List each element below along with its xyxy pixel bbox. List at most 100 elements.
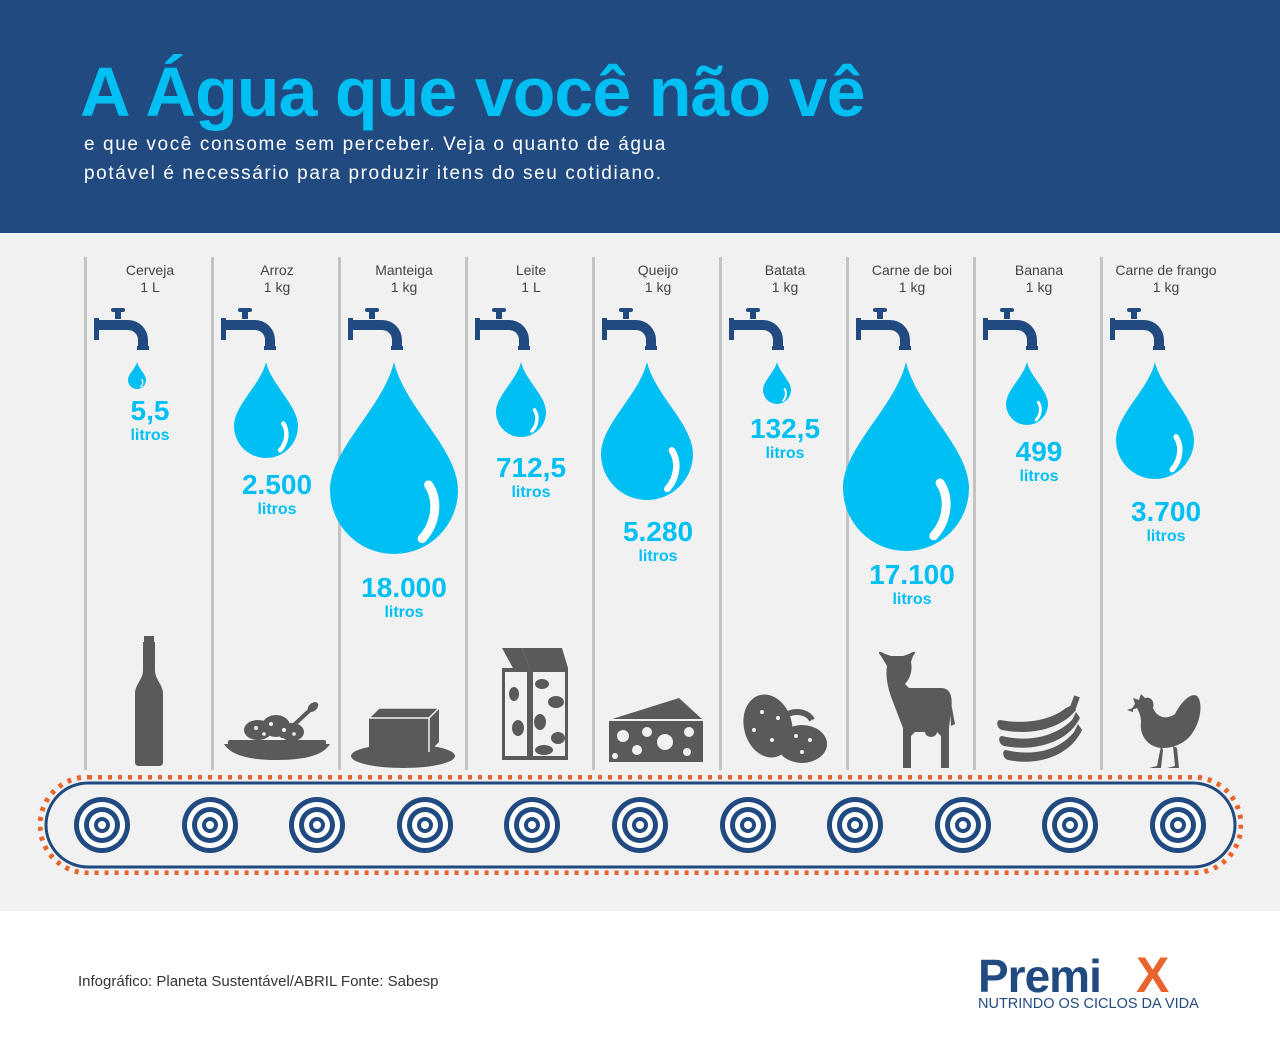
water-unit: litros	[1146, 528, 1186, 545]
item-column-cerveja: Cerveja 1 L 5,5 litros	[89, 262, 211, 772]
item-label: Banana 1 kg	[978, 262, 1100, 296]
item-quantity: 1 kg	[644, 279, 672, 295]
item-column-banana: Banana 1 kg 499 litros	[978, 262, 1100, 772]
water-drop-icon	[763, 362, 791, 404]
water-unit: litros	[130, 427, 170, 444]
conveyor-roller	[182, 797, 238, 853]
faucet-icon	[221, 308, 276, 350]
item-name: Batata	[764, 262, 806, 278]
water-amount: 3.700 litros	[1105, 497, 1227, 547]
source-credit: Infográfico: Planeta Sustentável/ABRIL F…	[78, 973, 439, 990]
item-label: Queijo 1 kg	[597, 262, 719, 296]
item-quantity: 1 L	[140, 279, 160, 295]
butter-icon	[351, 707, 455, 768]
water-value: 712,5	[495, 452, 567, 483]
subtitle-line-2: potável é necessário para produzir itens…	[84, 163, 663, 184]
page-title: A Água que você não vê	[80, 53, 866, 131]
item-name: Arroz	[260, 262, 294, 278]
item-column-queijo: Queijo 1 kg 5.280 litros	[597, 262, 719, 772]
water-value: 132,5	[749, 413, 821, 444]
banana-icon	[997, 695, 1082, 762]
water-drop-icon	[1006, 362, 1048, 425]
water-value: 3.700	[1130, 496, 1202, 527]
faucet-icon	[94, 308, 149, 350]
water-value: 5.280	[622, 516, 694, 547]
water-amount: 5,5 litros	[89, 396, 211, 446]
column-divider	[84, 257, 87, 770]
header-banner: A Água que você não vê e que você consom…	[0, 0, 1280, 233]
water-unit: litros	[892, 591, 932, 608]
water-unit: litros	[765, 445, 805, 462]
item-label: Carne de boi 1 kg	[851, 262, 973, 296]
water-value: 2.500	[241, 469, 313, 500]
faucet-icon	[348, 308, 403, 350]
water-value: 17.100	[869, 559, 955, 590]
water-value: 5,5	[130, 395, 170, 426]
item-column-leite: Leite 1 L 712,5 litros	[470, 262, 592, 772]
beer-bottle-icon	[135, 636, 163, 766]
column-divider	[973, 257, 976, 770]
item-quantity: 1 kg	[390, 279, 418, 295]
item-column-arroz: Arroz 1 kg 2.500 litros	[216, 262, 338, 772]
conveyor-roller	[289, 797, 345, 853]
potato-icon	[743, 694, 827, 763]
item-label: Carne de frango 1 kg	[1105, 262, 1227, 296]
item-column-carne-de-boi: Carne de boi 1 kg 17.100 litros	[843, 262, 973, 772]
item-label: Leite 1 L	[470, 262, 592, 296]
brand-x: X	[1136, 948, 1169, 1003]
water-drop-icon	[601, 362, 693, 500]
brand-tagline: NUTRINDO OS CICLOS DA VIDA	[978, 996, 1199, 1012]
conveyor-roller	[612, 797, 668, 853]
water-drop-icon	[1116, 362, 1194, 479]
milk-carton-icon	[502, 648, 568, 760]
conveyor-roller	[1042, 797, 1098, 853]
page-subtitle: e que você consome sem perceber. Veja o …	[84, 130, 844, 188]
item-column-batata: Batata 1 kg 132,5 litros	[724, 262, 846, 772]
faucet-icon	[729, 308, 784, 350]
water-amount: 712,5 litros	[470, 453, 592, 503]
water-drop-icon	[128, 362, 146, 389]
faucet-icon	[602, 308, 657, 350]
water-value: 499	[1015, 436, 1063, 467]
item-name: Banana	[1014, 262, 1064, 278]
water-amount: 17.100 litros	[851, 560, 973, 610]
item-quantity: 1 kg	[1152, 279, 1180, 295]
item-quantity: 1 kg	[263, 279, 291, 295]
item-quantity: 1 kg	[898, 279, 926, 295]
item-name: Leite	[515, 262, 547, 278]
premix-logo: Premi X	[978, 948, 1169, 1003]
faucet-icon	[983, 308, 1038, 350]
item-name: Cerveja	[125, 262, 175, 278]
chicken-icon	[1127, 694, 1201, 768]
water-unit: litros	[1019, 468, 1059, 485]
brand-name: Premi	[978, 950, 1101, 1002]
item-label: Cerveja 1 L	[89, 262, 211, 296]
column-divider	[465, 257, 468, 770]
water-drop-icon	[843, 362, 969, 551]
item-name: Manteiga	[375, 262, 433, 278]
water-amount: 18.000 litros	[343, 573, 465, 623]
water-unit: litros	[638, 548, 678, 565]
water-unit: litros	[511, 484, 551, 501]
cow-icon	[878, 651, 955, 768]
conveyor-roller	[827, 797, 883, 853]
conveyor-roller	[504, 797, 560, 853]
water-unit: litros	[257, 501, 297, 518]
item-label: Arroz 1 kg	[216, 262, 338, 296]
item-column-manteiga: Manteiga 1 kg 18.000 litros	[330, 262, 465, 772]
water-amount: 5.280 litros	[597, 517, 719, 567]
water-drop-icon	[234, 362, 298, 458]
water-drop-icon	[330, 362, 458, 554]
column-divider	[846, 257, 849, 770]
faucet-icon	[1110, 308, 1165, 350]
column-divider	[592, 257, 595, 770]
cheese-icon	[609, 698, 703, 762]
conveyor-roller	[720, 797, 776, 853]
item-name: Carne de frango	[1115, 262, 1217, 278]
conveyor-roller	[397, 797, 453, 853]
faucet-icon	[475, 308, 530, 350]
column-divider	[211, 257, 214, 770]
item-label: Batata 1 kg	[724, 262, 846, 296]
water-amount: 132,5 litros	[724, 414, 846, 464]
conveyor-belt-illustration	[38, 775, 1243, 875]
